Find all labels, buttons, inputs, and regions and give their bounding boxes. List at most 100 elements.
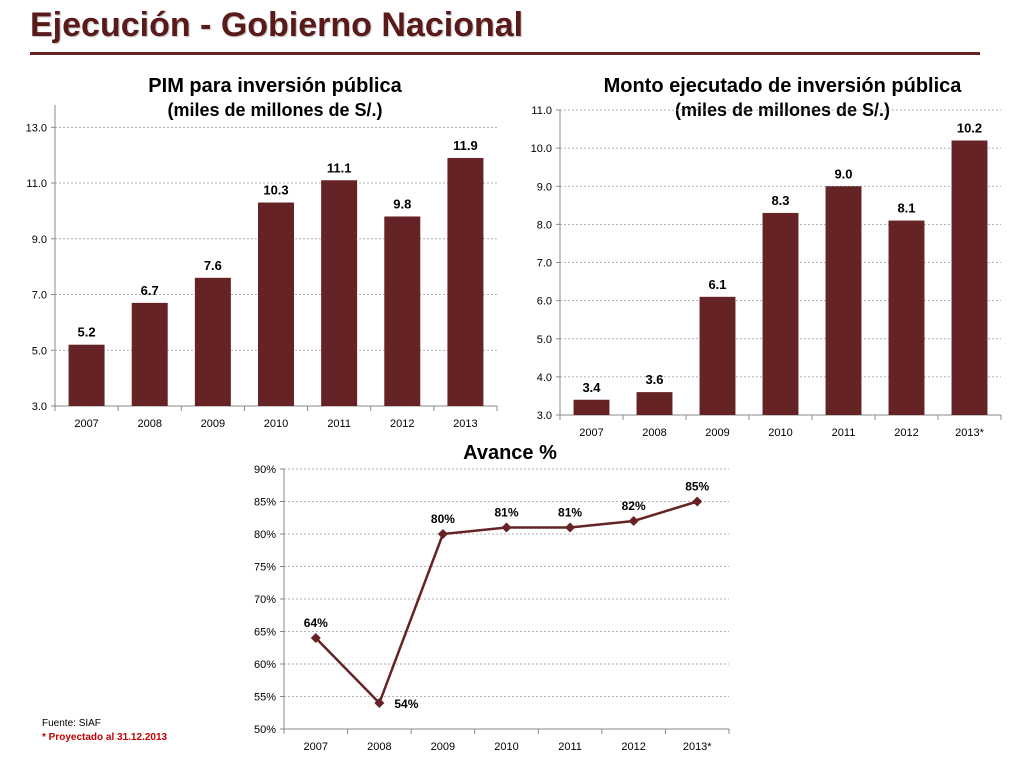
pim-data-label: 7.6 xyxy=(204,258,222,273)
monto-xtick-label: 2009 xyxy=(705,427,729,439)
monto-chart-title: Monto ejecutado de inversión pública xyxy=(603,75,962,97)
pim-chart-title-block: PIM para inversión pública (miles de mil… xyxy=(60,74,490,122)
monto-xtick-label: 2012 xyxy=(894,427,918,439)
monto-bar xyxy=(636,392,673,415)
avance-xtick-label: 2008 xyxy=(367,741,391,753)
avance-data-point xyxy=(692,496,703,507)
pim-xtick-label: 2010 xyxy=(264,418,288,430)
pim-bar xyxy=(258,202,294,406)
avance-chart-title: Avance % xyxy=(463,442,557,464)
pim-xtick-label: 2012 xyxy=(390,418,414,430)
pim-ytick-label: 11.0 xyxy=(26,178,47,190)
monto-xtick-label: 2010 xyxy=(768,427,792,439)
avance-chart-title-block: Avance % xyxy=(400,441,620,465)
pim-xtick-label: 2009 xyxy=(201,418,225,430)
pim-xtick-label: 2007 xyxy=(74,418,98,430)
monto-xtick-label: 2011 xyxy=(832,427,856,439)
pim-data-label: 11.1 xyxy=(327,160,352,175)
avance-data-point xyxy=(310,633,321,643)
monto-bar xyxy=(951,140,988,415)
source-note: Fuente: SIAF xyxy=(42,718,101,729)
pim-bar xyxy=(131,302,168,406)
avance-data-point xyxy=(437,529,448,539)
monto-bar xyxy=(762,212,799,415)
avance-ytick-label: 55% xyxy=(254,692,276,704)
monto-data-label: 8.3 xyxy=(771,193,789,208)
monto-data-label: 3.6 xyxy=(645,372,663,387)
avance-ytick-label: 75% xyxy=(254,562,276,574)
pim-xtick-label: 2013 xyxy=(453,418,477,430)
pim-xtick-label: 2011 xyxy=(327,418,351,430)
monto-ytick-label: 3.0 xyxy=(537,410,552,422)
avance-data-label: 64% xyxy=(304,616,328,630)
avance-data-label: 81% xyxy=(558,506,582,520)
pim-data-label: 9.8 xyxy=(393,196,411,211)
pim-ytick-label: 3.0 xyxy=(32,401,47,413)
pim-ytick-label: 5.0 xyxy=(32,345,47,357)
projection-note: * Proyectado al 31.12.2013 xyxy=(42,732,168,743)
monto-ytick-label: 7.0 xyxy=(537,258,552,270)
monto-ytick-label: 4.0 xyxy=(537,372,552,384)
monto-chart-title-block: Monto ejecutado de inversión pública (mi… xyxy=(560,74,1005,122)
pim-data-label: 6.7 xyxy=(141,283,159,298)
monto-xtick-label: 2008 xyxy=(642,427,666,439)
pim-data-label: 5.2 xyxy=(78,325,96,340)
avance-xtick-label: 2009 xyxy=(431,741,455,753)
avance-ytick-label: 50% xyxy=(254,724,276,736)
monto-data-label: 8.1 xyxy=(897,201,915,216)
avance-data-label: 80% xyxy=(431,512,455,526)
monto-ytick-label: 9.0 xyxy=(537,181,552,193)
avance-data-point xyxy=(565,522,576,533)
monto-data-label: 6.1 xyxy=(708,277,726,292)
monto-data-label: 9.0 xyxy=(834,166,852,181)
pim-bar xyxy=(321,180,358,406)
pim-ytick-label: 13.0 xyxy=(26,122,47,134)
pim-bar xyxy=(447,157,484,406)
pim-chart-title: PIM para inversión pública xyxy=(148,75,402,97)
title-divider xyxy=(30,52,980,55)
monto-ytick-label: 5.0 xyxy=(537,334,552,346)
monto-ytick-label: 6.0 xyxy=(537,296,552,308)
pim-data-label: 10.3 xyxy=(263,183,288,198)
avance-ytick-label: 60% xyxy=(254,659,276,671)
monto-bar xyxy=(825,186,862,415)
monto-bar xyxy=(699,296,736,415)
avance-xtick-label: 2010 xyxy=(494,741,518,753)
monto-ytick-label: 11.0 xyxy=(531,105,552,117)
avance-data-point xyxy=(628,516,639,526)
avance-data-label: 85% xyxy=(685,480,709,494)
avance-xtick-label: 2013* xyxy=(683,741,712,753)
avance-data-point xyxy=(501,522,512,533)
avance-data-label: 81% xyxy=(494,506,518,520)
monto-ytick-label: 8.0 xyxy=(537,219,552,231)
slide-title: Ejecución - Gobierno Nacional xyxy=(30,6,524,44)
avance-ytick-label: 85% xyxy=(254,497,276,509)
avance-ytick-label: 70% xyxy=(254,594,276,606)
avance-xtick-label: 2007 xyxy=(304,741,328,753)
monto-ytick-label: 10.0 xyxy=(531,143,552,155)
pim-bar xyxy=(384,216,421,406)
monto-chart-subtitle: (miles de millones de S/.) xyxy=(674,100,891,120)
pim-ytick-label: 7.0 xyxy=(32,290,47,302)
monto-data-label: 3.4 xyxy=(582,380,601,395)
avance-ytick-label: 90% xyxy=(254,464,276,476)
avance-data-label: 82% xyxy=(622,499,646,513)
pim-bar xyxy=(194,277,231,406)
avance-data-label: 54% xyxy=(394,697,418,711)
monto-xtick-label: 2013* xyxy=(955,427,984,439)
pim-bar xyxy=(68,344,105,406)
pim-chart-subtitle: (miles de millones de S/.) xyxy=(167,100,383,120)
avance-data-point xyxy=(374,698,385,708)
avance-xtick-label: 2012 xyxy=(621,741,645,753)
pim-xtick-label: 2008 xyxy=(137,418,161,430)
pim-ytick-label: 9.0 xyxy=(32,234,47,246)
pim-data-label: 11.9 xyxy=(453,138,478,153)
avance-xtick-label: 2011 xyxy=(558,741,582,753)
monto-bar xyxy=(888,220,925,415)
monto-data-label: 10.2 xyxy=(957,121,982,136)
avance-ytick-label: 80% xyxy=(254,529,276,541)
monto-bar xyxy=(573,399,610,415)
